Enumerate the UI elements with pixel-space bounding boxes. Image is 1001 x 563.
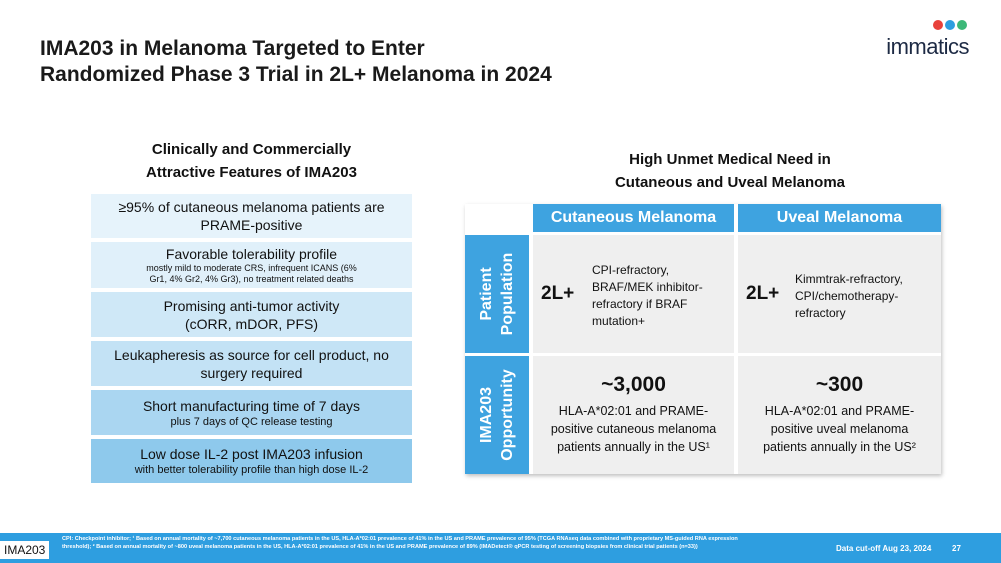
feature-main-text: Favorable tolerability profile	[165, 246, 338, 262]
row-header-patient-population: Patient Population	[465, 235, 529, 353]
col-header-uveal: Uveal Melanoma	[738, 204, 941, 232]
col-header-cutaneous: Cutaneous Melanoma	[533, 204, 734, 232]
population-description: Kimmtrak-refractory, CPI/chemotherapy-re…	[795, 272, 903, 320]
feature-sub-text: plus 7 days of QC release testing	[170, 415, 333, 428]
logo-dot-green	[957, 20, 967, 30]
cell-opportunity-uveal: ~300 HLA-A*02:01 and PRAME-positive uvea…	[738, 356, 941, 474]
logo-wordmark: immatics	[886, 34, 969, 59]
cell-population-uveal: 2L+ Kimmtrak-refractory, CPI/chemotherap…	[738, 235, 941, 353]
feature-main-text: Low dose IL-2 post IMA203 infusion	[140, 446, 363, 462]
opportunity-description: HLA-A*02:01 and PRAME-positive cutaneous…	[550, 404, 717, 454]
population-description: CPI-refractory, BRAF/MEK inhibitor-refra…	[592, 263, 703, 328]
row-header-ima203-opportunity: IMA203 Opportunity	[465, 356, 529, 474]
feature-sub-text: mostly mild to moderate CRS, infrequent …	[146, 263, 357, 284]
logo-dot-red	[933, 20, 943, 30]
patient-count: ~3,000	[601, 373, 666, 396]
unmet-need-heading-line1: High Unmet Medical Need in	[629, 151, 831, 168]
feature-item: Short manufacturing time of 7 days plus …	[91, 390, 412, 435]
feature-main-text: ≥95% of cutaneous melanoma patients are …	[118, 199, 385, 233]
line-of-therapy-label: 2L+	[746, 283, 780, 304]
feature-item: Low dose IL-2 post IMA203 infusion with …	[91, 439, 412, 483]
unmet-need-heading-line2: Cutaneous and Uveal Melanoma	[614, 174, 846, 191]
cell-opportunity-cutaneous: ~3,000 HLA-A*02:01 and PRAME-positive cu…	[533, 356, 734, 474]
logo-dot-blue	[945, 20, 955, 30]
immatics-logo: immatics	[865, 20, 969, 60]
feature-sub-text: with better tolerability profile than hi…	[134, 464, 369, 476]
cell-population-cutaneous: 2L+ CPI-refractory, BRAF/MEK inhibitor-r…	[533, 235, 734, 353]
feature-item: ≥95% of cutaneous melanoma patients are …	[91, 194, 412, 238]
feature-main-text: Promising anti-tumor activity (cORR, mDO…	[163, 297, 340, 332]
unmet-need-heading: High Unmet Medical Need in Cutaneous and…	[560, 148, 900, 194]
line-of-therapy-label: 2L+	[541, 283, 575, 304]
opportunity-block: ~3,000 HLA-A*02:01 and PRAME-positive cu…	[539, 372, 728, 456]
row-header-line1: Patient	[478, 267, 495, 321]
data-cutoff: Data cut-off Aug 23, 2024	[836, 544, 932, 553]
slide-title-line1: IMA203 in Melanoma Targeted to Enter	[40, 37, 425, 60]
feature-item: Favorable tolerability profile mostly mi…	[91, 242, 412, 288]
features-heading-line1: Clinically and Commercially	[151, 141, 352, 158]
footer-bar: IMA203 CPI: Checkpoint inhibitor; ¹ Base…	[0, 533, 1001, 563]
program-tag: IMA203	[0, 541, 50, 559]
opportunity-description: HLA-A*02:01 and PRAME-positive uveal mel…	[763, 404, 916, 454]
feature-item: Promising anti-tumor activity (cORR, mDO…	[91, 292, 412, 337]
feature-item: Leukapheresis as source for cell product…	[91, 341, 412, 386]
feature-main-text: Short manufacturing time of 7 days	[142, 397, 361, 414]
feature-main-text: Leukapheresis as source for cell product…	[114, 346, 389, 381]
melanoma-table: Cutaneous Melanoma Uveal Melanoma Patien…	[465, 204, 941, 474]
slide-title: IMA203 in Melanoma Targeted to Enter Ran…	[40, 36, 552, 88]
row-header-line1: IMA203	[478, 386, 495, 444]
logo-dots	[933, 20, 967, 30]
features-heading-line2: Attractive Features of IMA203	[146, 164, 357, 181]
opportunity-block: ~300 HLA-A*02:01 and PRAME-positive uvea…	[748, 372, 931, 456]
page-number: 27	[952, 544, 961, 553]
footnote: CPI: Checkpoint inhibitor; ¹ Based on an…	[62, 536, 738, 550]
row-header-line2: Population	[499, 252, 516, 336]
features-list: ≥95% of cutaneous melanoma patients are …	[91, 194, 412, 487]
patient-count: ~300	[815, 373, 864, 396]
slide-title-line2: Randomized Phase 3 Trial in 2L+ Melanoma…	[40, 63, 552, 86]
row-header-line2: Opportunity	[499, 369, 516, 461]
features-heading: Clinically and Commercially Attractive F…	[91, 138, 412, 184]
